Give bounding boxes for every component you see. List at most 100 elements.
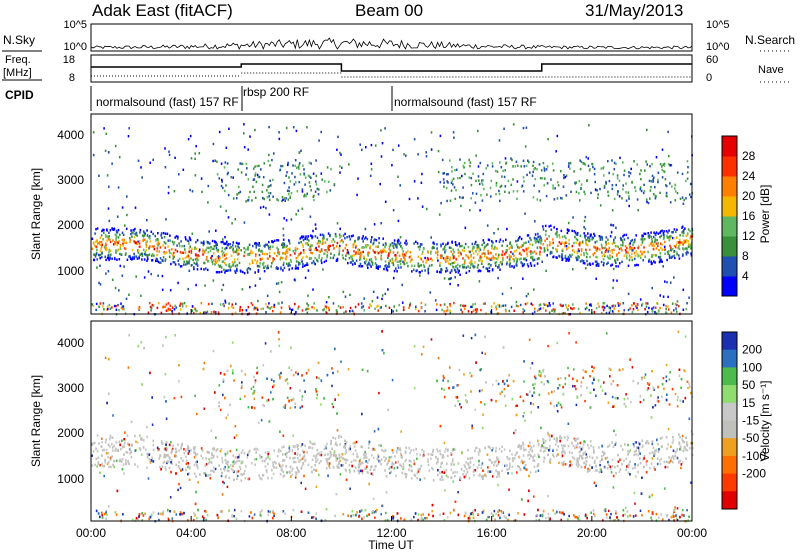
power-cell	[243, 251, 246, 254]
power-cell	[455, 168, 458, 171]
power-cell	[133, 257, 135, 260]
power-cell	[686, 232, 689, 235]
power-cell	[195, 247, 198, 250]
power-cell	[475, 179, 477, 183]
power-cell	[671, 236, 674, 240]
velocity-cell	[472, 510, 474, 513]
velocity-cell	[642, 458, 644, 461]
power-cell	[568, 162, 570, 165]
power-cell	[591, 238, 593, 241]
power-cell	[468, 158, 470, 162]
power-cell	[498, 264, 500, 267]
power-cell	[518, 246, 521, 250]
power-cell	[108, 185, 110, 188]
power-cell	[606, 262, 608, 266]
power-cell	[277, 302, 280, 305]
power-cell	[176, 237, 179, 240]
power-cell	[384, 250, 386, 253]
power-cell	[543, 167, 546, 171]
power-cell	[266, 252, 268, 256]
power-cell	[402, 306, 405, 309]
velocity-cell	[376, 457, 379, 461]
power-cell	[639, 188, 642, 191]
power-cell	[398, 243, 401, 246]
power-cell	[292, 126, 295, 129]
power-cell	[501, 253, 504, 256]
power-cell	[196, 260, 198, 264]
power-cell	[319, 250, 322, 254]
power-cell	[254, 196, 257, 199]
power-cell	[622, 241, 624, 244]
power-cell	[268, 252, 271, 255]
power-cell	[520, 185, 523, 188]
power-cell	[371, 300, 374, 303]
power-cell	[305, 263, 307, 267]
power-cell	[616, 254, 618, 257]
power-cell	[646, 200, 648, 204]
power-cell	[334, 235, 337, 238]
power-cell	[440, 267, 442, 271]
power-cell	[441, 158, 444, 162]
power-cell	[447, 173, 449, 176]
power-cell	[451, 170, 453, 173]
power-cell	[449, 256, 451, 259]
power-colorbar-tick: 4	[742, 269, 749, 283]
velocity-cell	[104, 461, 106, 464]
power-cell	[460, 253, 462, 256]
power-cell	[191, 247, 193, 250]
power-cell	[347, 251, 350, 254]
power-cell	[99, 257, 101, 260]
power-cell	[673, 254, 675, 257]
power-cell	[267, 257, 269, 260]
power-cell	[642, 251, 644, 254]
velocity-cell	[544, 449, 546, 453]
power-colorbar-tick: 16	[742, 209, 756, 223]
power-cell	[243, 254, 245, 258]
power-cell	[283, 197, 286, 200]
power-cell	[516, 257, 519, 261]
power-cell	[311, 244, 313, 247]
power-cell	[162, 244, 164, 247]
velocity-cell	[282, 405, 285, 409]
velocity-cell	[94, 463, 96, 466]
power-cell	[438, 270, 441, 274]
power-cell	[607, 242, 610, 245]
power-cell	[452, 183, 454, 186]
power-cell	[614, 304, 617, 307]
power-cell	[597, 196, 599, 200]
power-cell	[478, 269, 481, 272]
power-cell	[676, 300, 679, 303]
power-cell	[472, 247, 474, 250]
power-cell	[295, 267, 298, 270]
power-cell	[189, 134, 192, 138]
power-cell	[325, 307, 328, 310]
power-cell	[362, 250, 364, 254]
power-cell	[643, 232, 645, 235]
power-cell	[516, 246, 519, 249]
power-cell	[283, 217, 285, 220]
power-cell	[298, 167, 300, 170]
velocity-cell	[206, 513, 209, 517]
power-cell	[600, 243, 603, 246]
velocity-cell	[430, 457, 432, 460]
power-cell	[502, 256, 504, 259]
power-cell	[249, 251, 252, 255]
power-cell	[206, 258, 208, 261]
power-cell	[659, 163, 662, 166]
power-cell	[403, 254, 405, 258]
power-cell	[613, 168, 616, 171]
power-cell	[203, 261, 206, 265]
power-cell	[243, 221, 246, 224]
power-cell	[134, 206, 137, 209]
power-cell	[379, 265, 381, 268]
power-cell	[370, 265, 372, 268]
power-cell	[229, 243, 231, 246]
power-cell	[464, 242, 467, 246]
power-cell	[475, 250, 477, 253]
power-cell	[391, 164, 393, 167]
power-cell	[341, 239, 343, 242]
power-cell	[450, 181, 453, 184]
power-cell	[625, 255, 628, 258]
power-cell	[313, 307, 316, 310]
power-cell	[342, 234, 345, 237]
